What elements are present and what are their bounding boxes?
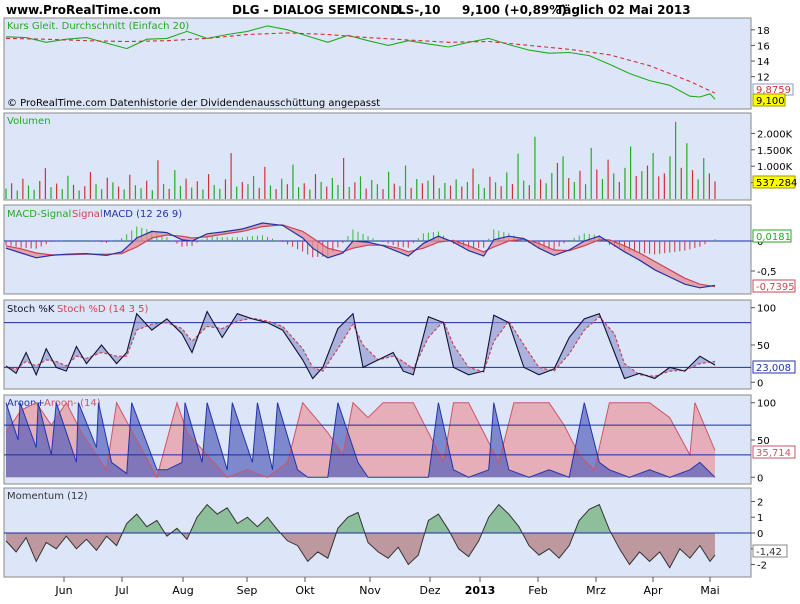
x-tick-label: Apr	[643, 584, 663, 597]
volume-panel-title: Volumen	[7, 116, 51, 127]
price-series	[5, 25, 716, 100]
momentum-negative-area	[6, 533, 715, 568]
momentum-last-label: -1,42	[756, 547, 782, 558]
price-series-sma	[5, 32, 716, 94]
momentum-positive-area	[6, 504, 715, 533]
volume-tick-label: 1.500K	[757, 146, 793, 157]
price-panel-title: Kurs Gleit. Durchschnitt (Einfach 20)	[7, 21, 189, 32]
momentum-series-line	[5, 503, 716, 569]
macd-last-label: -0,7395	[756, 282, 795, 293]
macd-hist-last-label: 0,0181	[756, 232, 791, 243]
macd-series-macd	[5, 222, 716, 289]
macd-hist-label-box	[752, 229, 792, 243]
stoch-tick-label: 100	[757, 304, 776, 315]
price-panel-note: © ProRealTime.com Datenhistorie der Divi…	[7, 98, 380, 109]
volume-label-box	[752, 175, 796, 189]
price-tick-label: 14	[757, 57, 770, 68]
momentum-label-box	[752, 544, 788, 558]
x-tick-label: Okt	[295, 584, 315, 597]
instrument-title: DLG - DIALOG SEMICOND.	[232, 3, 405, 17]
stoch-label-box	[752, 360, 796, 374]
x-tick-label: Feb	[528, 584, 547, 597]
aroon-last-label: 35,714	[756, 448, 791, 459]
momentum-tick-label: 2	[757, 497, 763, 508]
macd-series	[4, 222, 751, 289]
stoch-tick-label: 50	[757, 341, 770, 352]
aroon-tick-label: 0	[757, 473, 763, 484]
price-last-label: 9,100	[756, 96, 785, 107]
price-change-label: 9,100 (+0,89%)	[462, 3, 567, 17]
aroon-up-title: Aroon+	[7, 398, 45, 409]
x-tick-label: Jul	[114, 584, 128, 597]
price-panel-frame	[3, 17, 752, 110]
macd-label-box	[752, 279, 796, 293]
stoch-panel: Stoch %K Stoch %D (14 3 5) 100 50 0 23,008	[3, 299, 796, 390]
aroon-series	[4, 400, 751, 479]
x-tick-label: Aug	[172, 584, 193, 597]
x-tick-label: 2013	[465, 584, 496, 597]
momentum-title: Momentum (12)	[7, 491, 88, 502]
macd-tick-label: -0,5	[757, 267, 777, 278]
momentum-tick-label: -2	[757, 561, 767, 572]
x-axis: Jun Jul Aug Sep Okt Nov Dez 2013 Feb Mrz Apr Mai	[54, 577, 720, 597]
macd-signal-fill	[6, 223, 715, 288]
volume-bars	[5, 121, 716, 199]
price-series-price	[5, 25, 716, 100]
aroon-tick-label: 100	[757, 399, 776, 410]
stoch-y-ticks: 100 50 0	[751, 304, 776, 389]
aroon-y-ticks: 100 50 0	[751, 399, 776, 484]
x-tick-label: Mrz	[586, 584, 606, 597]
x-tick-label: Nov	[359, 584, 381, 597]
stoch-d-title: Stoch %D (14 3 5)	[57, 304, 148, 315]
aroon-tick-label: 50	[757, 436, 770, 447]
momentum-tick-label: 0	[757, 529, 763, 540]
aroon-series-down	[5, 400, 716, 479]
stoch-tick-label: 0	[757, 378, 763, 389]
momentum-panel: Momentum (12) 210-1-2 -1,42	[3, 487, 788, 578]
macd-series-signal	[5, 224, 716, 288]
price-label-box	[752, 93, 786, 107]
price-y-ticks: 18 16 14 12	[751, 26, 770, 84]
exchange-label: LS-,10	[398, 3, 441, 17]
price-tick-label: 18	[757, 26, 770, 37]
momentum-tick-label: 1	[757, 513, 763, 524]
volume-tick-label: 2.000K	[757, 129, 793, 140]
volume-tick-label: 1.000K	[757, 162, 793, 173]
x-tick-label: Mai	[700, 584, 719, 597]
stoch-series	[4, 310, 751, 380]
macd-signal-title: MACD-Signal	[7, 209, 71, 220]
site-label[interactable]: www.ProRealTime.com	[6, 3, 161, 17]
x-tick-label: Dez	[419, 584, 440, 597]
macd-title: MACD (12 26 9)	[103, 209, 182, 220]
stoch-last-label: 23,008	[756, 363, 791, 374]
price-panel: Kurs Gleit. Durchschnitt (Einfach 20) © …	[3, 17, 794, 110]
aroon-panel: Aroon+ Aroon- (14) 100 50 0 35,714	[3, 394, 796, 485]
price-tick-label: 16	[757, 41, 770, 52]
signal-title: Signal	[72, 209, 103, 220]
price-tick-label: 12	[757, 73, 770, 84]
macd-panel: MACD-Signal Signal MACD (12 26 9) 0-0,5 …	[3, 204, 796, 295]
stoch-fill	[6, 311, 715, 379]
interval-date-label: Täglich 02 Mai 2013	[556, 3, 691, 17]
aroon-label-box	[752, 445, 796, 459]
volume-last-label: 537.284	[756, 178, 797, 189]
stoch-series-k	[5, 310, 716, 380]
x-tick-label: Sep	[237, 584, 258, 597]
aroon-down-title: Aroon- (14)	[44, 398, 101, 409]
aroon-series-up	[5, 402, 716, 478]
stoch-k-title: Stoch %K	[7, 304, 55, 315]
x-tick-label: Jun	[54, 584, 72, 597]
momentum-series	[4, 503, 751, 569]
aroon-up-area	[6, 402, 715, 478]
sma-last-label: 9,8759	[756, 85, 791, 96]
